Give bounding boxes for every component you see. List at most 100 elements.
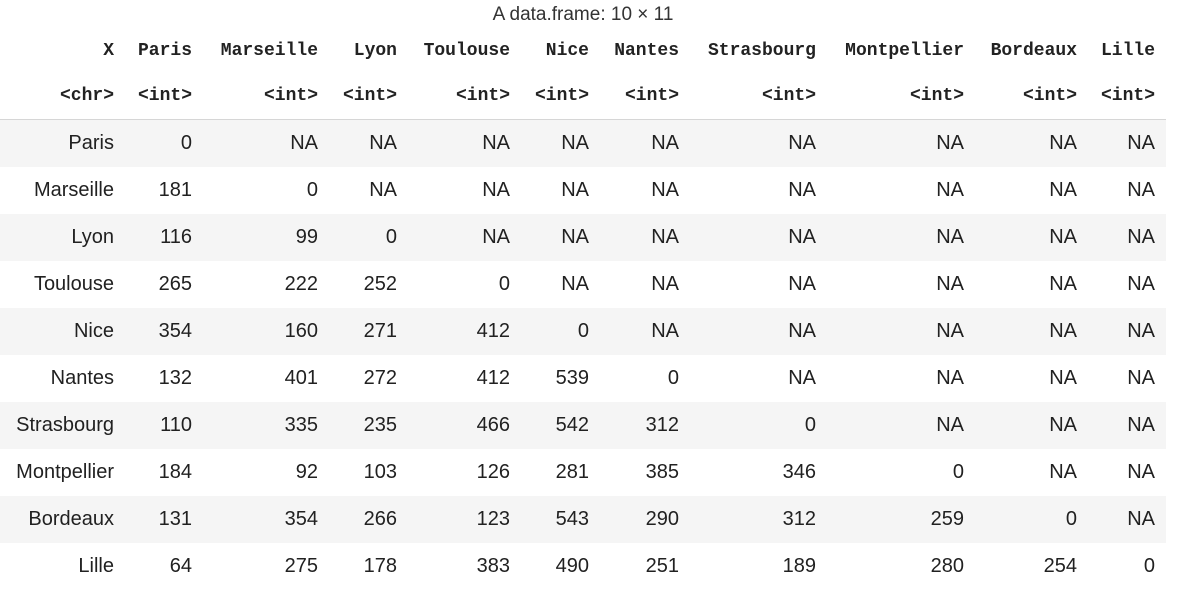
table-cell: NA bbox=[788, 273, 816, 295]
table-cell: NA bbox=[651, 320, 679, 342]
table-cell: 290 bbox=[645, 508, 679, 530]
table-cell: NA bbox=[788, 226, 816, 248]
column-type: <int> bbox=[521, 73, 600, 120]
table-cell: NA bbox=[936, 273, 964, 295]
row-label-cell: Paris bbox=[68, 132, 114, 154]
column-header: Strasbourg bbox=[707, 40, 816, 61]
table-cell: 265 bbox=[158, 273, 192, 295]
table-cell: NA bbox=[1127, 273, 1155, 295]
table-cell: 412 bbox=[476, 320, 510, 342]
table-cell: 0 bbox=[804, 414, 816, 436]
table-cell: NA bbox=[651, 226, 679, 248]
table-cell: 160 bbox=[284, 320, 318, 342]
column-header: Toulouse bbox=[423, 40, 510, 61]
table-cell: NA bbox=[1127, 461, 1155, 483]
column-type: <int> bbox=[125, 73, 203, 120]
table-cell: NA bbox=[651, 179, 679, 201]
table-cell: 251 bbox=[645, 555, 679, 577]
table-cell: 266 bbox=[363, 508, 397, 530]
table-cell: 0 bbox=[180, 132, 192, 154]
column-names-row: X Paris Marseille Lyon Toulouse Nice Nantes Str… bbox=[0, 28, 1166, 73]
column-types-row: <chr> <int> <int> <int> <int> <int> <int> <int>… bbox=[0, 73, 1166, 120]
table-header: X Paris Marseille Lyon Toulouse Nice Nantes Str… bbox=[0, 28, 1166, 120]
column-header: Lyon bbox=[353, 40, 397, 61]
table-cell: 312 bbox=[645, 414, 679, 436]
table-cell: 99 bbox=[295, 226, 318, 248]
table-cell: 0 bbox=[952, 461, 964, 483]
column-header: Lille bbox=[1100, 40, 1155, 61]
table-cell: 280 bbox=[930, 555, 964, 577]
row-label-cell: Marseille bbox=[33, 179, 114, 201]
table-cell: NA bbox=[1049, 414, 1077, 436]
table-cell: 110 bbox=[160, 414, 192, 436]
column-type: <int> bbox=[827, 73, 975, 120]
table-cell: 466 bbox=[476, 414, 510, 436]
table-cell: 346 bbox=[782, 461, 816, 483]
table-cell: NA bbox=[651, 273, 679, 295]
table-cell: NA bbox=[369, 179, 397, 201]
table-cell: 126 bbox=[476, 461, 510, 483]
row-label-cell: Strasbourg bbox=[16, 414, 114, 436]
table-cell: 0 bbox=[1143, 555, 1155, 577]
table-cell: 275 bbox=[284, 555, 318, 577]
table-cell: NA bbox=[482, 132, 510, 154]
column-header: X bbox=[103, 40, 114, 61]
table-row: Toulouse 265 222 252 0 NA NA NA NA NA NA bbox=[0, 261, 1166, 308]
table-cell: 0 bbox=[498, 273, 510, 295]
table-cell: 252 bbox=[363, 273, 397, 295]
row-label-cell: Lille bbox=[78, 555, 114, 577]
column-type: <int> bbox=[600, 73, 690, 120]
data-frame-table: X Paris Marseille Lyon Toulouse Nice Nantes Str… bbox=[0, 28, 1166, 590]
table-row: Paris 0 NA NA NA NA NA NA NA NA NA bbox=[0, 119, 1166, 167]
table-cell: 0 bbox=[306, 179, 318, 201]
column-type: <int> bbox=[203, 73, 329, 120]
table-cell: NA bbox=[1127, 414, 1155, 436]
table-cell: NA bbox=[561, 273, 589, 295]
table-cell: 542 bbox=[555, 414, 589, 436]
table-cell: NA bbox=[1049, 226, 1077, 248]
table-cell: 0 bbox=[1065, 508, 1077, 530]
table-cell: NA bbox=[936, 367, 964, 389]
column-type: <int> bbox=[408, 73, 521, 120]
table-cell: 385 bbox=[645, 461, 679, 483]
table-cell: 116 bbox=[160, 226, 192, 248]
table-cell: 235 bbox=[363, 414, 397, 436]
table-cell: NA bbox=[369, 132, 397, 154]
column-header: Nice bbox=[545, 40, 589, 61]
table-row: Strasbourg 110 335 235 466 542 312 0 NA NA NA bbox=[0, 402, 1166, 449]
row-label-cell: Bordeaux bbox=[28, 508, 114, 530]
table-cell: 490 bbox=[555, 555, 589, 577]
table-cell: 543 bbox=[555, 508, 589, 530]
table-row: Bordeaux 131 354 266 123 543 290 312 259 0 NA bbox=[0, 496, 1166, 543]
table-cell: NA bbox=[1127, 179, 1155, 201]
row-label-cell: Montpellier bbox=[16, 461, 114, 483]
table-row: Lyon 116 99 0 NA NA NA NA NA NA NA bbox=[0, 214, 1166, 261]
table-cell: NA bbox=[561, 179, 589, 201]
table-cell: 178 bbox=[363, 555, 397, 577]
table-cell: 189 bbox=[782, 555, 816, 577]
table-cell: NA bbox=[1127, 367, 1155, 389]
table-cell: 539 bbox=[555, 367, 589, 389]
table-row: Nantes 132 401 272 412 539 0 NA NA NA NA bbox=[0, 355, 1166, 402]
row-label-cell: Nantes bbox=[50, 367, 114, 389]
table-cell: 222 bbox=[284, 273, 318, 295]
table-cell: NA bbox=[936, 179, 964, 201]
table-cell: 354 bbox=[158, 320, 192, 342]
table-cell: 0 bbox=[577, 320, 589, 342]
table-cell: 383 bbox=[476, 555, 510, 577]
column-header: Paris bbox=[137, 40, 192, 61]
column-type: <int> bbox=[690, 73, 827, 120]
table-cell: NA bbox=[1049, 367, 1077, 389]
column-type: <int> bbox=[975, 73, 1088, 120]
table-cell: 254 bbox=[1043, 555, 1077, 577]
table-cell: 123 bbox=[476, 508, 510, 530]
table-cell: NA bbox=[936, 226, 964, 248]
column-type: <chr> bbox=[0, 73, 125, 120]
table-cell: NA bbox=[788, 320, 816, 342]
table-row: Lille 64 275 178 383 490 251 189 280 254 0 bbox=[0, 543, 1166, 590]
table-cell: NA bbox=[936, 320, 964, 342]
table-row: Nice 354 160 271 412 0 NA NA NA NA NA bbox=[0, 308, 1166, 355]
column-type: <int> bbox=[329, 73, 408, 120]
table-cell: 181 bbox=[158, 179, 192, 201]
table-cell: NA bbox=[936, 414, 964, 436]
